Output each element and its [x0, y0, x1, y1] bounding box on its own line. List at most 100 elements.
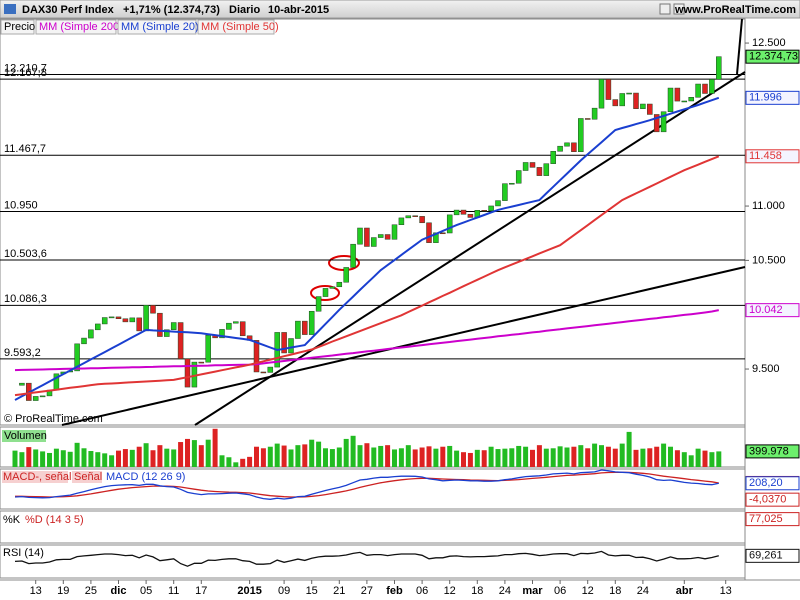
candle: [357, 227, 363, 245]
x-tick-label: 06: [554, 585, 566, 597]
volume-bar: [47, 452, 52, 467]
volume-bar: [440, 446, 446, 467]
volume-bar: [467, 452, 473, 467]
candle: [709, 79, 715, 94]
candle: [350, 243, 356, 268]
candle: [564, 142, 570, 147]
x-tick-label: 17: [195, 585, 207, 597]
indicator-line: [14, 550, 719, 567]
window-button[interactable]: [673, 3, 685, 15]
volume-bar: [295, 445, 301, 467]
panel-label: MACD-, señal: [3, 471, 71, 483]
volume-bar: [378, 445, 384, 467]
legend-label[interactable]: Precio: [4, 21, 35, 33]
candle: [584, 118, 591, 120]
candle: [467, 214, 474, 218]
header-icon: [4, 4, 16, 14]
volume-bar: [267, 446, 273, 467]
volume-bar: [102, 453, 108, 467]
legend-box[interactable]: [35, 19, 117, 35]
volume-bar: [171, 449, 177, 467]
volume-bar: [233, 462, 239, 467]
panel-label: Señal: [74, 471, 102, 483]
volume-bar: [288, 449, 294, 467]
header-change: +1,71% (12.374,73): [123, 4, 220, 16]
candle: [626, 92, 632, 95]
value-tag-box: [745, 149, 800, 164]
legend-box[interactable]: [197, 19, 275, 35]
x-tick-label: mar: [522, 585, 543, 597]
candle: [446, 214, 453, 234]
x-tick-label: 06: [416, 585, 428, 597]
volume-bar: [592, 443, 598, 467]
value-tag-box: [745, 444, 800, 459]
candle: [143, 305, 149, 332]
volume-bar: [53, 448, 59, 467]
trend-line: [61, 266, 746, 426]
indicator-line: [15, 471, 719, 498]
volume-bar: [247, 456, 253, 467]
candle: [647, 103, 653, 115]
candle: [198, 361, 205, 364]
legend-label[interactable]: MM (Simple 200): [39, 21, 123, 33]
volume-bar: [550, 448, 556, 467]
candle: [74, 343, 80, 372]
level-label: 10.086,3: [4, 293, 47, 305]
candle: [412, 215, 418, 217]
candle: [177, 322, 184, 360]
volume-bar: [619, 443, 625, 467]
candle: [495, 200, 501, 207]
volume-bar: [502, 448, 508, 467]
x-tick-label: 27: [361, 585, 373, 597]
volume-bar: [509, 448, 515, 467]
legend-label[interactable]: MM (Simple 50): [201, 21, 279, 33]
volume-bar: [198, 445, 204, 467]
volume-bar: [578, 445, 584, 467]
candle: [557, 145, 563, 152]
volume-bar: [392, 449, 397, 467]
x-tick-label: 05: [140, 585, 152, 597]
header-title: DAX30 Perf Index: [22, 4, 115, 16]
volume-bar: [474, 449, 480, 467]
candle: [81, 337, 87, 345]
value-tag: -4,0370: [749, 494, 786, 506]
volume-bar: [260, 448, 266, 467]
window-button[interactable]: [659, 3, 671, 15]
candle: [253, 340, 260, 373]
legend-box[interactable]: [0, 19, 35, 35]
candle: [674, 87, 681, 102]
volume-bar: [212, 428, 218, 467]
value-tag: 12.374,73: [749, 51, 798, 63]
panel-label-box: [72, 471, 102, 483]
value-tag-box: [745, 90, 800, 105]
panel-label-box: [2, 430, 46, 442]
volume-bar: [178, 442, 184, 467]
candle: [226, 322, 232, 330]
volume-bar: [716, 451, 722, 467]
legend-box[interactable]: [117, 19, 197, 35]
candle: [233, 321, 239, 324]
x-tick-label: 13: [720, 585, 732, 597]
volume-bar: [164, 448, 170, 467]
volume-bar: [461, 452, 466, 467]
x-tick-label: 19: [57, 585, 69, 597]
legend-label[interactable]: MM (Simple 20): [121, 21, 199, 33]
candle: [364, 227, 370, 247]
x-tick-label: 24: [637, 585, 649, 597]
volume-bar: [599, 445, 604, 467]
x-tick-label: 12: [582, 585, 594, 597]
candle: [405, 215, 412, 219]
volume-bar: [633, 449, 639, 467]
volume-bar: [26, 447, 32, 467]
x-tick-label: 21: [333, 585, 345, 597]
volume-bar: [516, 445, 522, 467]
volume-bar: [95, 452, 101, 467]
volume-bar: [681, 452, 687, 467]
volume-bar: [426, 446, 432, 467]
candle: [716, 56, 722, 80]
volume-bar: [357, 445, 363, 467]
volume-bar: [143, 443, 149, 467]
volume-bar: [33, 449, 39, 467]
candle: [543, 163, 550, 176]
indicator-line: [14, 469, 719, 500]
